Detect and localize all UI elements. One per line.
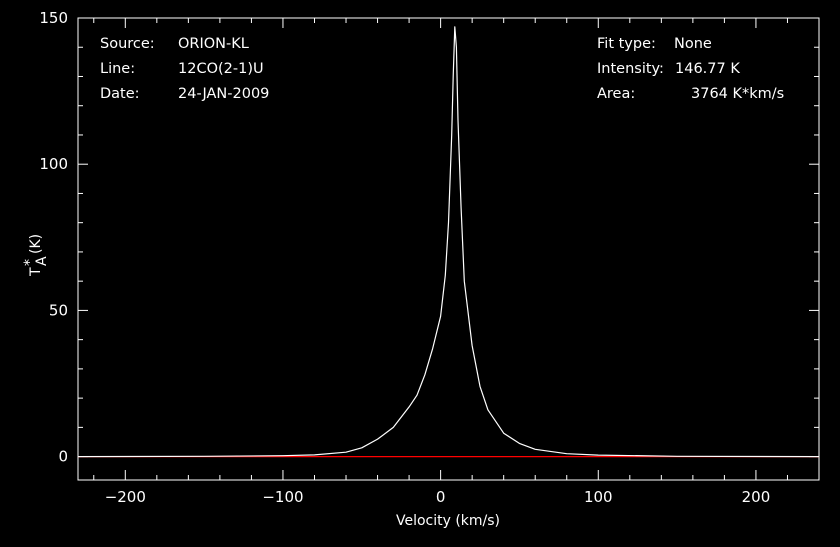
x-tick-label: 200 [742,488,771,506]
area-label: Area: [597,86,636,102]
intensity-value: 146.77 K [675,61,740,77]
x-axis-label: Velocity (km/s) [396,513,500,529]
source-label: Source: [100,36,155,52]
x-tick-label: 100 [584,488,613,506]
intensity-label: Intensity: [597,61,664,77]
axis-ticks [78,17,820,480]
x-tick-label: −100 [262,488,303,506]
fit-type-value: None [674,36,712,52]
svg-text:T: T [28,267,44,277]
x-tick-labels: −200 −100 0 100 200 [105,488,771,506]
spectrum-series-line [77,26,820,458]
fit-type-label: Fit type: [597,36,656,52]
y-tick-label: 150 [39,9,68,27]
svg-text:(K): (K) [28,234,44,254]
y-axis-label: T * A (K) [22,234,50,277]
plot-frame [77,17,820,481]
x-tick-label: 0 [436,488,446,506]
y-tick-labels: 0 50 100 150 [39,9,68,466]
x-tick-label: −200 [105,488,146,506]
date-label: Date: [100,86,140,102]
y-tick-label: 0 [58,448,68,466]
area-value: 3764 K*km/s [691,86,785,102]
line-value: 12CO(2-1)U [178,61,264,77]
y-tick-label: 50 [49,301,68,319]
y-tick-label: 100 [39,155,68,173]
svg-text:A: A [34,256,50,266]
svg-text:*: * [22,259,38,266]
date-value: 24-JAN-2009 [178,86,270,102]
source-value: ORION-KL [178,36,249,52]
line-label: Line: [100,61,136,77]
series-group [77,26,820,458]
